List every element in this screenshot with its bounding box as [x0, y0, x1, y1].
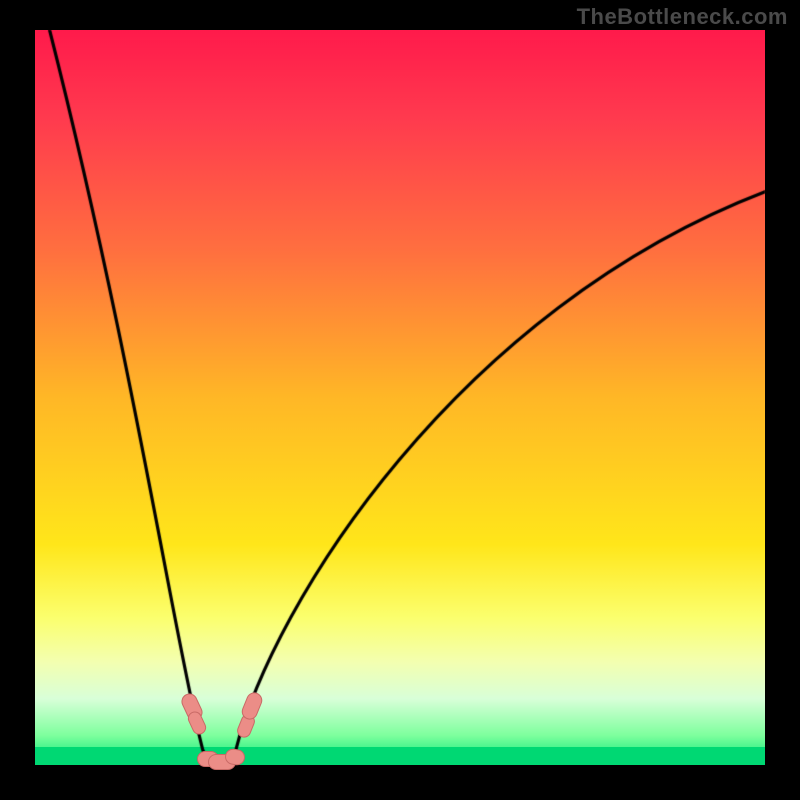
plot-gradient-background — [35, 30, 765, 765]
chart-stage: TheBottleneck.com — [0, 0, 800, 800]
watermark-text: TheBottleneck.com — [577, 4, 788, 30]
plot-green-band — [35, 747, 765, 765]
